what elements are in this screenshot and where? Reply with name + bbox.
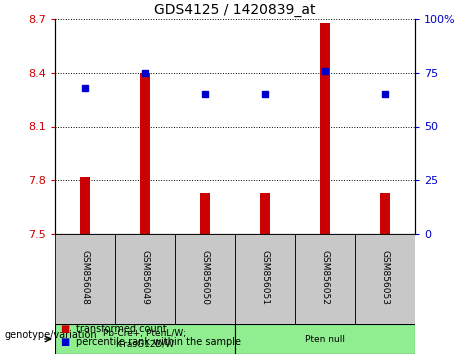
Bar xyxy=(80,177,90,234)
Bar xyxy=(115,234,175,324)
Text: GSM856053: GSM856053 xyxy=(380,250,390,305)
Text: Pten null: Pten null xyxy=(305,335,345,343)
Bar xyxy=(260,193,271,234)
Text: GSM856048: GSM856048 xyxy=(81,250,89,305)
Text: genotype/variation: genotype/variation xyxy=(5,330,97,339)
Bar xyxy=(319,23,331,234)
Text: Pb-Cre+; PtenL/W;
K-rasG12D/W: Pb-Cre+; PtenL/W; K-rasG12D/W xyxy=(103,329,187,349)
Bar xyxy=(175,234,235,324)
Bar xyxy=(55,324,235,354)
Bar xyxy=(200,193,210,234)
Text: ■: ■ xyxy=(60,324,69,333)
Bar xyxy=(295,234,355,324)
Bar xyxy=(379,193,390,234)
Text: GSM856051: GSM856051 xyxy=(260,250,270,305)
Title: GDS4125 / 1420839_at: GDS4125 / 1420839_at xyxy=(154,2,316,17)
Text: ■: ■ xyxy=(60,337,69,347)
Bar xyxy=(235,324,415,354)
Bar xyxy=(235,234,295,324)
Text: percentile rank within the sample: percentile rank within the sample xyxy=(76,337,241,347)
Bar xyxy=(355,234,415,324)
Bar xyxy=(140,73,150,234)
Text: GSM856049: GSM856049 xyxy=(141,250,149,305)
Text: transformed count: transformed count xyxy=(76,324,167,333)
Bar xyxy=(55,234,115,324)
Text: GSM856052: GSM856052 xyxy=(320,250,330,305)
Text: GSM856050: GSM856050 xyxy=(201,250,209,305)
